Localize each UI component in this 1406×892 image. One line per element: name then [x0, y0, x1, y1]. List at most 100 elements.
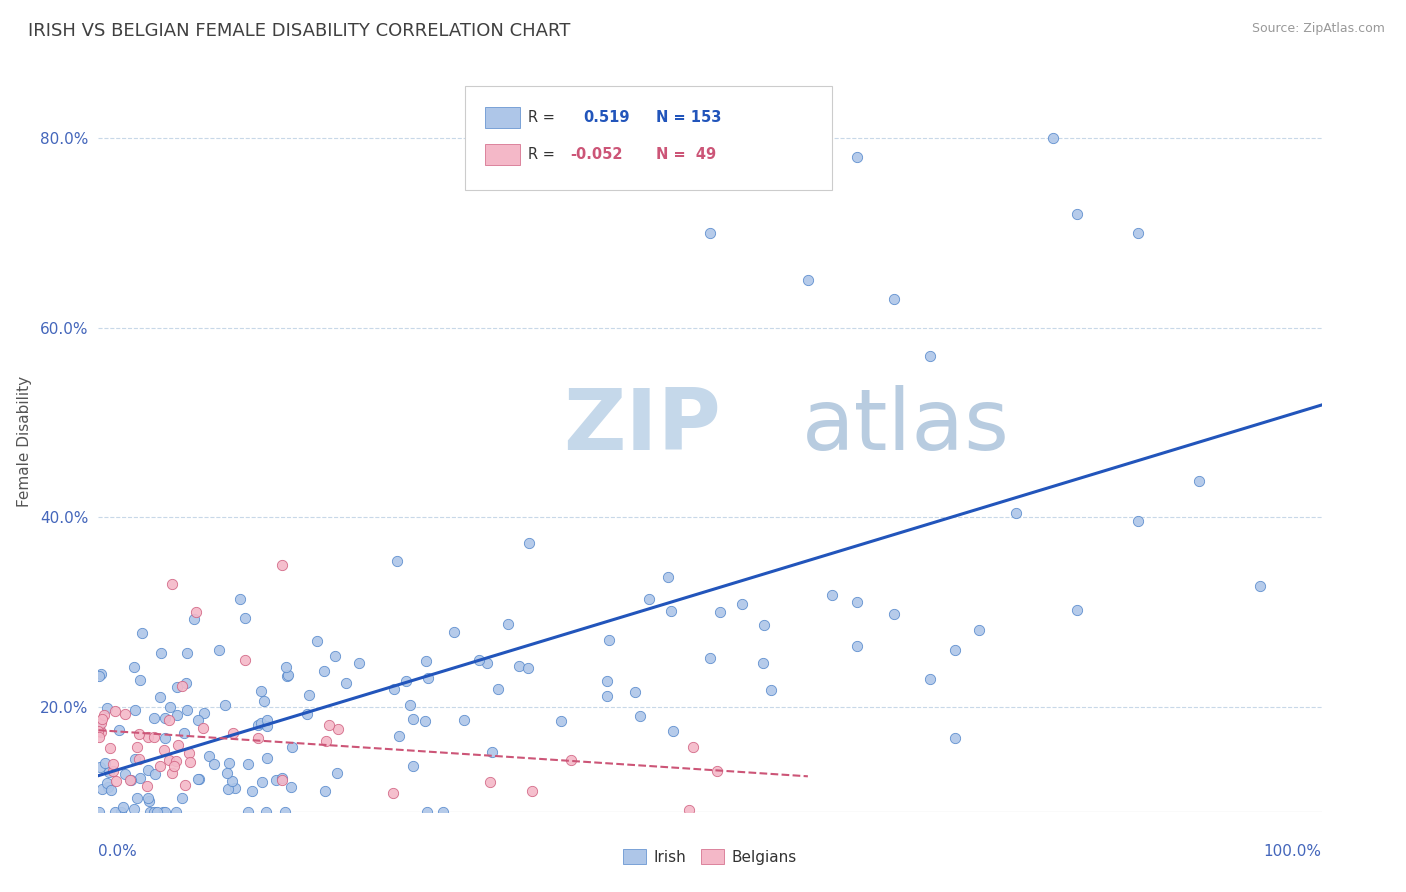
FancyBboxPatch shape: [465, 87, 832, 190]
Point: [96, 776, 118, 790]
Point: [155, 805, 177, 819]
Point: [93, 756, 115, 771]
Point: [595, 674, 617, 689]
Point: [215, 766, 238, 780]
Point: [249, 716, 271, 731]
Point: [176, 646, 198, 660]
Point: [249, 684, 271, 698]
Point: [522, 784, 544, 798]
Point: [136, 791, 159, 805]
Point: [628, 708, 651, 723]
Point: [312, 664, 335, 678]
Point: [416, 805, 439, 819]
Point: [187, 772, 209, 787]
Point: [256, 719, 278, 733]
Point: [138, 794, 160, 808]
Point: [709, 605, 731, 619]
Point: [883, 292, 905, 306]
Point: [104, 773, 127, 788]
Point: [1066, 207, 1088, 221]
Point: [128, 673, 150, 688]
Point: [104, 705, 127, 719]
Text: 100.0%: 100.0%: [1264, 844, 1322, 859]
Point: [821, 588, 844, 602]
Point: [159, 700, 181, 714]
Point: [920, 672, 942, 686]
Point: [233, 611, 256, 625]
Point: [1066, 602, 1088, 616]
Point: [229, 592, 252, 607]
Point: [100, 783, 122, 797]
Point: [110, 805, 132, 819]
Point: [415, 654, 437, 668]
Point: [157, 753, 180, 767]
Point: [475, 656, 498, 670]
Point: [256, 713, 278, 727]
Point: [845, 150, 868, 164]
Point: [453, 713, 475, 727]
Legend: Irish, Belgians: Irish, Belgians: [617, 843, 803, 871]
Point: [120, 773, 142, 788]
Point: [481, 746, 503, 760]
Point: [1004, 506, 1026, 520]
Point: [224, 781, 246, 796]
Point: [187, 772, 209, 786]
Point: [101, 764, 124, 778]
Point: [752, 617, 775, 632]
Point: [662, 724, 685, 739]
Point: [328, 723, 350, 737]
Point: [87, 730, 110, 744]
Point: [160, 577, 183, 591]
Point: [943, 731, 966, 746]
Point: [193, 706, 215, 720]
Point: [240, 784, 263, 798]
Point: [598, 633, 620, 648]
Point: [624, 685, 647, 699]
Point: [682, 740, 704, 755]
Point: [967, 624, 990, 638]
Point: [266, 772, 288, 787]
Point: [395, 674, 418, 689]
Point: [517, 661, 540, 675]
Point: [136, 730, 159, 744]
Point: [159, 713, 181, 727]
Point: [128, 727, 150, 741]
Point: [179, 756, 201, 770]
Point: [174, 779, 197, 793]
Point: [270, 558, 294, 572]
Point: [381, 786, 404, 800]
Point: [318, 718, 340, 732]
Point: [508, 658, 530, 673]
Y-axis label: Female Disability: Female Disability: [17, 376, 32, 508]
Point: [233, 653, 256, 667]
Point: [298, 689, 321, 703]
Point: [752, 656, 775, 670]
Point: [202, 757, 225, 772]
Point: [382, 681, 405, 696]
Point: [149, 690, 172, 704]
Point: [246, 718, 269, 732]
Point: [166, 680, 188, 694]
Point: [706, 764, 728, 778]
Point: [108, 723, 131, 738]
Point: [797, 273, 820, 287]
Point: [315, 733, 337, 747]
Point: [160, 766, 183, 780]
Text: N =  49: N = 49: [657, 147, 716, 161]
Point: [101, 757, 124, 772]
Point: [413, 714, 436, 728]
Point: [163, 759, 186, 773]
Point: [596, 689, 619, 703]
Point: [90, 724, 112, 739]
Point: [271, 773, 294, 788]
Point: [165, 754, 187, 768]
Point: [699, 651, 721, 665]
Text: 0.519: 0.519: [583, 110, 630, 125]
Point: [276, 660, 298, 674]
Point: [246, 731, 269, 745]
Point: [402, 712, 425, 726]
Point: [177, 746, 200, 760]
Point: [208, 643, 231, 657]
Point: [173, 725, 195, 739]
Point: [253, 694, 276, 708]
